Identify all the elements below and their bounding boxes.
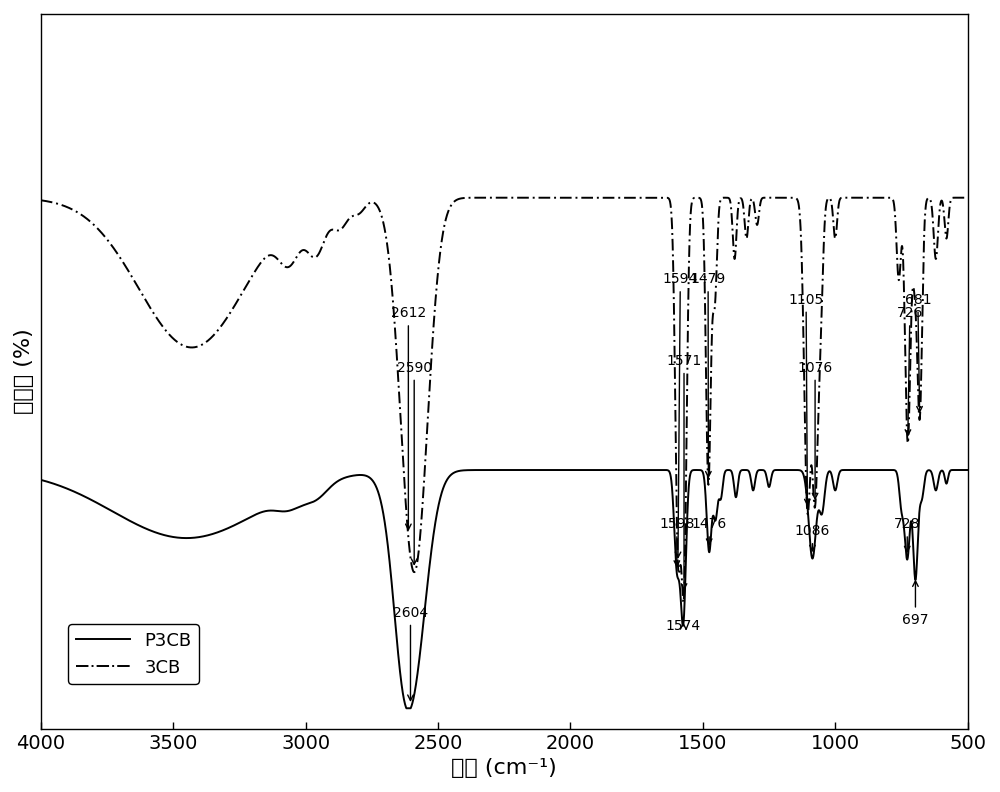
X-axis label: 波数 (cm⁻¹): 波数 (cm⁻¹) bbox=[451, 758, 557, 778]
Legend: P3CB, 3CB: P3CB, 3CB bbox=[68, 624, 199, 684]
Text: 697: 697 bbox=[902, 581, 929, 626]
Text: 1086: 1086 bbox=[795, 524, 830, 550]
Y-axis label: 透过率 (%): 透过率 (%) bbox=[14, 329, 34, 414]
Text: 1105: 1105 bbox=[788, 292, 824, 505]
Text: 1571: 1571 bbox=[666, 354, 702, 589]
Text: 681: 681 bbox=[905, 292, 931, 412]
Text: 2590: 2590 bbox=[397, 360, 432, 565]
Text: 1476: 1476 bbox=[692, 517, 727, 544]
Text: 1594: 1594 bbox=[663, 272, 698, 558]
Text: 1598: 1598 bbox=[659, 517, 695, 566]
Text: 1574: 1574 bbox=[666, 619, 701, 634]
Text: 2612: 2612 bbox=[391, 307, 426, 530]
Text: 728: 728 bbox=[894, 517, 920, 552]
Text: 2604: 2604 bbox=[393, 606, 428, 701]
Text: 726: 726 bbox=[897, 307, 923, 436]
Text: 1479: 1479 bbox=[690, 272, 726, 477]
Text: 1076: 1076 bbox=[797, 360, 833, 499]
